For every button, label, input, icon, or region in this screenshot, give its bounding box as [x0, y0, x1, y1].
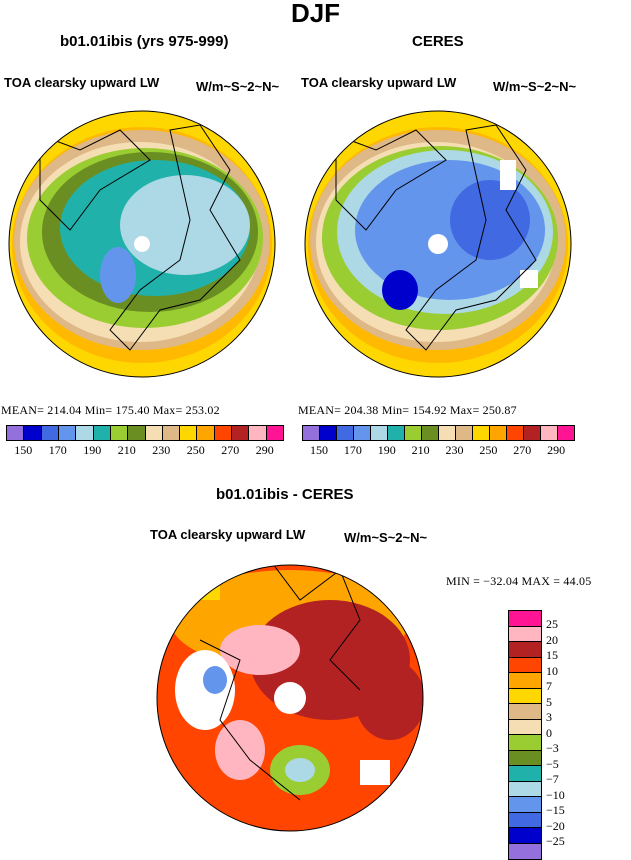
colorbar-swatch	[541, 426, 558, 440]
colorbar-swatch	[371, 426, 388, 440]
colorbar-swatch	[266, 426, 283, 440]
colorbar-swatch	[509, 704, 541, 720]
colorbar-swatch	[422, 426, 439, 440]
colorbar-tick-label: −20	[546, 818, 565, 833]
colorbar-swatch	[509, 735, 541, 751]
right-units-label: W/m~S~2~N~	[493, 79, 577, 94]
left-units-label: W/m~S~2~N~	[196, 79, 280, 94]
colorbar-swatch	[7, 426, 25, 440]
colorbar-tick-label: 270	[221, 443, 240, 457]
colorbar-tick-label: 5	[546, 694, 552, 709]
colorbar-swatch	[320, 426, 337, 440]
colorbar-tick-label: 150	[309, 443, 328, 457]
colorbar-swatch	[473, 426, 490, 440]
colorbar-swatch	[509, 657, 541, 673]
colorbar-tick-label: 190	[377, 443, 396, 457]
colorbar-tick-label: 15	[546, 648, 558, 662]
colorbar-tick-label: 25	[546, 617, 558, 631]
colorbar-tick-label: −7	[546, 772, 559, 786]
colorbar-swatch	[509, 843, 541, 859]
colorbar-swatch	[110, 426, 129, 440]
colorbar-swatch	[509, 828, 541, 844]
colorbar-tick-label: −15	[546, 803, 565, 817]
colorbar-swatch	[24, 426, 42, 440]
left-stats: MEAN= 214.04 Min= 175.40 Max= 253.02	[1, 403, 220, 417]
diff-polar-map	[157, 565, 423, 831]
colorbar-tick-label: 20	[546, 632, 558, 647]
colorbar-swatch	[145, 426, 163, 440]
colorbar-tick-label: 210	[411, 443, 430, 457]
colorbar-swatch	[558, 426, 574, 440]
colorbar-swatch	[128, 426, 146, 440]
diff-panel-title: b01.01ibis - CERES	[216, 486, 354, 503]
colorbar-tick-label: 190	[83, 443, 102, 457]
diff-variable-label: TOA clearsky upward LW	[150, 527, 306, 542]
colorbar-tick-label: 290	[547, 443, 566, 457]
colorbar-tick-label: −25	[546, 834, 565, 848]
colorbar-tick-label: −10	[546, 787, 565, 802]
colorbar-swatch	[354, 426, 371, 440]
colorbar-swatch	[509, 766, 541, 782]
colorbar-tick-label: −3	[546, 741, 559, 755]
colorbar-tick-label: 290	[255, 443, 274, 457]
right-colorbar	[302, 425, 575, 441]
colorbar-swatch	[509, 750, 541, 766]
colorbar-tick-label: 170	[343, 443, 362, 457]
colorbar-tick-label: 10	[546, 663, 558, 678]
colorbar-swatch	[509, 719, 541, 735]
diff-units-label: W/m~S~2~N~	[344, 530, 428, 545]
colorbar-swatch	[197, 426, 215, 440]
colorbar-swatch	[388, 426, 405, 440]
left-polar-map	[8, 110, 572, 832]
colorbar-swatch	[509, 781, 541, 797]
colorbar-tick-label: 250	[186, 443, 205, 457]
colorbar-swatch	[509, 688, 541, 704]
colorbar-swatch	[76, 426, 94, 440]
colorbar-swatch	[303, 426, 320, 440]
colorbar-swatch	[490, 426, 507, 440]
right-stats: MEAN= 204.38 Min= 154.92 Max= 250.87	[298, 403, 517, 417]
colorbar-swatch	[162, 426, 181, 440]
colorbar-swatch	[58, 426, 77, 440]
colorbar-swatch	[249, 426, 267, 440]
colorbar-tick-label: 0	[546, 725, 552, 740]
colorbar-tick-label: −5	[546, 756, 559, 771]
colorbar-swatch	[405, 426, 422, 440]
colorbar-tick-label: 230	[445, 443, 464, 457]
colorbar-tick-label: 230	[152, 443, 171, 457]
colorbar-swatch	[507, 426, 524, 440]
colorbar-tick-label: 3	[546, 710, 552, 724]
colorbar-tick-label: 7	[546, 679, 552, 693]
colorbar-swatch	[337, 426, 354, 440]
colorbar-swatch	[509, 812, 541, 828]
left-variable-label: TOA clearsky upward LW	[4, 75, 160, 90]
colorbar-swatch	[456, 426, 473, 440]
figure-title: DJF	[290, 0, 341, 28]
right-polar-map	[305, 111, 571, 377]
colorbar-tick-label: 150	[14, 443, 33, 457]
diff-stats: MIN = −32.04 MAX = 44.05	[446, 574, 592, 588]
colorbar-swatch	[232, 426, 250, 440]
right-panel-title: CERES	[412, 33, 464, 50]
colorbar-swatch	[214, 426, 233, 440]
colorbar-swatch	[509, 642, 541, 658]
diff-colorbar	[508, 610, 542, 860]
colorbar-swatch	[41, 426, 59, 440]
colorbar-swatch	[93, 426, 111, 440]
colorbar-swatch	[509, 797, 541, 813]
colorbar-swatch	[524, 426, 541, 440]
colorbar-tick-label: 170	[48, 443, 67, 457]
right-variable-label: TOA clearsky upward LW	[301, 75, 457, 90]
colorbar-swatch	[180, 426, 198, 440]
colorbar-swatch	[509, 611, 541, 627]
left-colorbar	[6, 425, 284, 441]
colorbar-tick-label: 210	[117, 443, 136, 457]
left-panel-title: b01.01ibis (yrs 975-999)	[60, 33, 229, 50]
colorbar-swatch	[509, 626, 541, 642]
colorbar-swatch	[509, 673, 541, 689]
colorbar-swatch	[439, 426, 456, 440]
colorbar-tick-label: 270	[513, 443, 532, 457]
colorbar-tick-label: 250	[479, 443, 498, 457]
